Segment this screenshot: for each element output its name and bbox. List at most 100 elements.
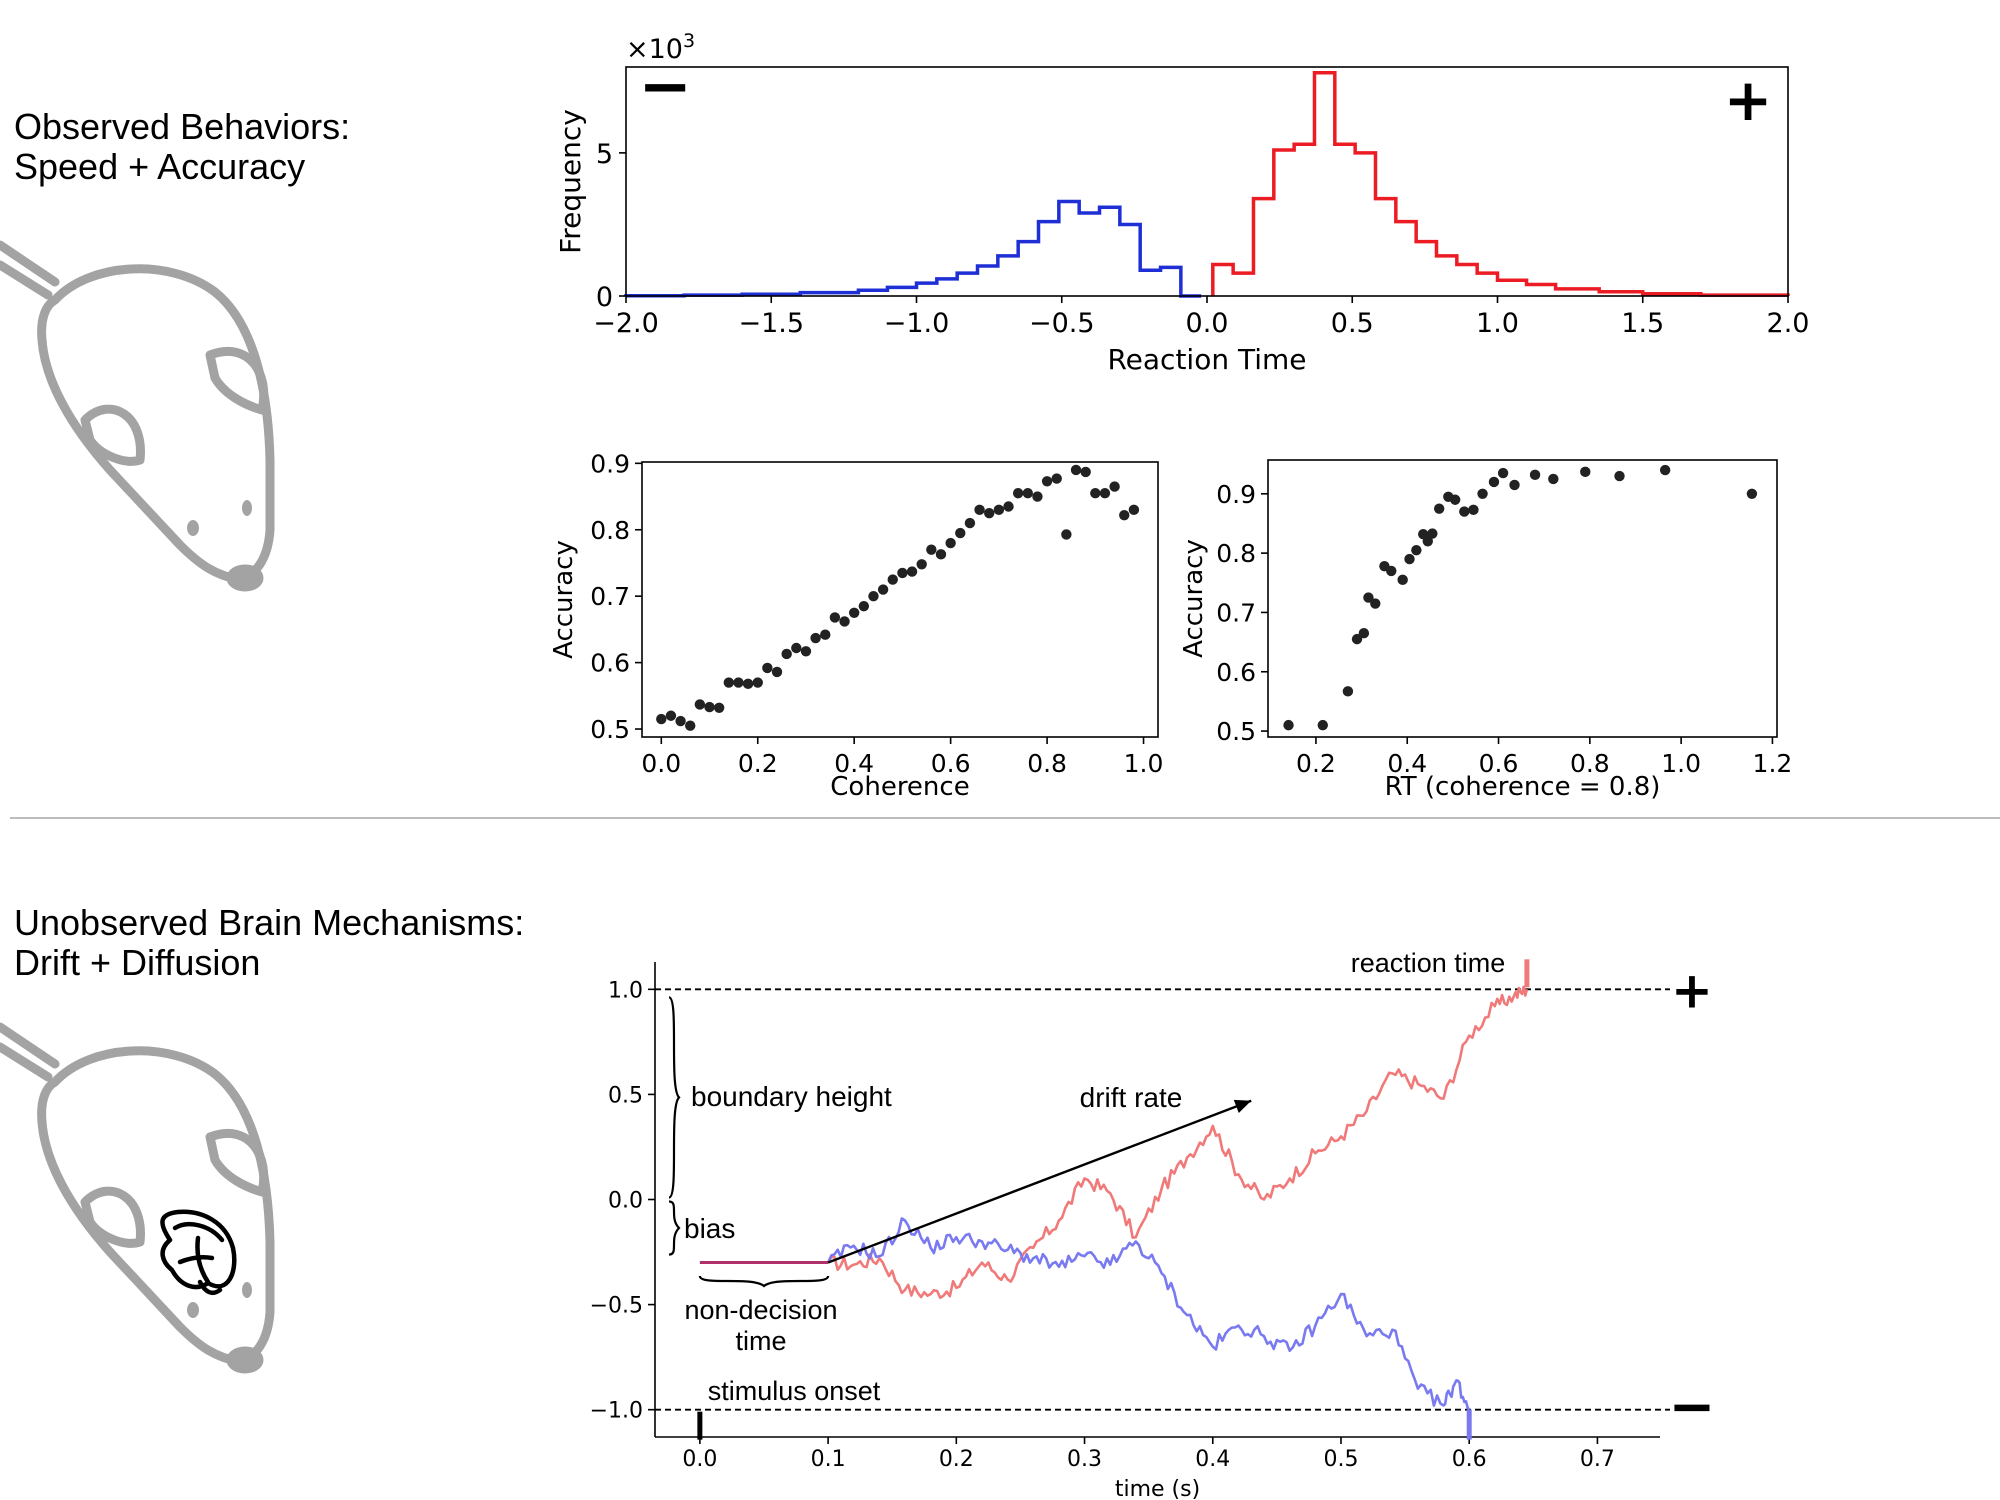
data-point — [916, 559, 927, 570]
data-point — [1427, 528, 1438, 539]
y-tick-label: 0.7 — [590, 582, 630, 611]
observed-behaviors-heading: Observed Behaviors: Speed + Accuracy — [14, 107, 350, 187]
y-tick-label: 0.0 — [608, 1189, 643, 1214]
data-point — [1422, 536, 1433, 547]
y-tick-label: 0.5 — [590, 715, 630, 744]
data-point — [839, 616, 850, 627]
data-point — [704, 701, 715, 713]
data-point — [762, 662, 773, 674]
data-point — [868, 590, 879, 602]
negative-marker: − — [638, 50, 692, 124]
data-point — [1459, 506, 1470, 517]
data-point — [810, 632, 821, 644]
data-point — [675, 715, 686, 727]
y-tick-label: 0.9 — [590, 449, 630, 478]
observed-heading-line-1: Observed Behaviors: — [14, 106, 351, 147]
positive-rt-line — [1211, 70, 1790, 297]
x-tick-label: 0.4 — [834, 749, 874, 778]
data-point — [1529, 469, 1541, 481]
x-axis-label: Reaction Time — [1107, 343, 1306, 376]
data-point — [887, 574, 898, 585]
x-tick-label: 1.0 — [1124, 749, 1164, 778]
x-tick-label: 0.8 — [1570, 749, 1610, 778]
non-decision-time-label-line-1: non-decision — [684, 1295, 837, 1325]
data-point — [1080, 466, 1091, 478]
x-tick-label: 0.1 — [811, 1447, 846, 1472]
y-tick-label: 0.5 — [1216, 717, 1256, 746]
data-point — [742, 678, 754, 690]
x-tick-label: 1.0 — [1476, 308, 1519, 339]
x-tick-label: 0.8 — [1027, 749, 1067, 778]
data-point — [1411, 544, 1422, 556]
data-point — [781, 648, 792, 660]
boundary-height-brace — [667, 996, 681, 1199]
x-tick-label: 0.5 — [1331, 308, 1374, 339]
y-tick-label: 0.6 — [1216, 658, 1256, 687]
x-tick-label: −1.5 — [738, 308, 804, 339]
x-tick-label: 0.4 — [1387, 749, 1427, 778]
x-tick-label: 0.3 — [1067, 1447, 1102, 1472]
non-decision-brace — [698, 1275, 830, 1288]
unobserved-heading-line-2: Drift + Diffusion — [14, 942, 261, 983]
positive-marker: + — [1724, 66, 1773, 134]
y-tick-label: 0.7 — [1216, 598, 1256, 627]
data-point — [1022, 488, 1033, 499]
data-point — [1070, 464, 1082, 476]
data-point — [906, 566, 918, 577]
data-point — [791, 642, 802, 654]
plot-frame — [1267, 459, 1778, 738]
x-tick-label: 0.5 — [1323, 1447, 1358, 1472]
x-tick-label: −0.5 — [1029, 308, 1095, 339]
x-tick-label: 1.5 — [1621, 308, 1664, 339]
y-tick-label: 0.6 — [590, 649, 630, 678]
boundary-height-label: boundary height — [691, 1081, 892, 1112]
stimulus-onset-label: stimulus onset — [708, 1376, 881, 1406]
y-tick-label: 0 — [596, 282, 613, 313]
data-point — [1404, 553, 1415, 565]
drift-arrow-head — [1233, 1099, 1252, 1113]
data-point — [1119, 509, 1130, 521]
y-tick-label: 0.9 — [1216, 480, 1256, 509]
y-tick-label: 5 — [596, 139, 613, 170]
y-tick-label: 1.0 — [608, 978, 643, 1003]
data-point — [1051, 473, 1062, 484]
x-tick-label: 0.2 — [1296, 749, 1336, 778]
data-point — [858, 600, 870, 612]
reaction-time-label: reaction time — [1351, 948, 1506, 978]
data-point — [656, 713, 667, 725]
data-point — [829, 612, 841, 623]
x-tick-label: 0.6 — [1479, 749, 1519, 778]
data-point — [955, 527, 966, 539]
data-point — [1386, 565, 1397, 577]
positive-trajectory — [826, 985, 1529, 1300]
bias-brace — [668, 1200, 681, 1256]
drift-arrow — [827, 1099, 1252, 1264]
data-point — [1283, 719, 1294, 731]
data-point — [771, 666, 783, 678]
section-divider — [10, 817, 2000, 819]
observed-heading-line-2: Speed + Accuracy — [14, 146, 306, 187]
negative-trajectory — [826, 1217, 1471, 1411]
data-point — [1548, 473, 1559, 485]
data-point — [945, 537, 956, 549]
y-tick-label: 0.5 — [608, 1083, 643, 1108]
unobserved-heading-line-1: Unobserved Brain Mechanisms: — [14, 902, 525, 943]
data-point — [733, 677, 744, 688]
x-tick-label: 0.7 — [1580, 1447, 1615, 1472]
data-point — [694, 699, 706, 710]
data-point — [897, 567, 908, 579]
bias-label: bias — [684, 1213, 735, 1244]
x-tick-label: 0.2 — [939, 1447, 974, 1472]
x-tick-label: 0.2 — [738, 749, 778, 778]
y-tick-label: −1.0 — [590, 1399, 643, 1424]
data-point — [984, 507, 995, 519]
data-point — [1099, 488, 1111, 499]
data-point — [1746, 488, 1758, 500]
unobserved-mechanisms-heading: Unobserved Brain Mechanisms: Drift + Dif… — [14, 903, 524, 983]
data-point — [926, 544, 937, 555]
